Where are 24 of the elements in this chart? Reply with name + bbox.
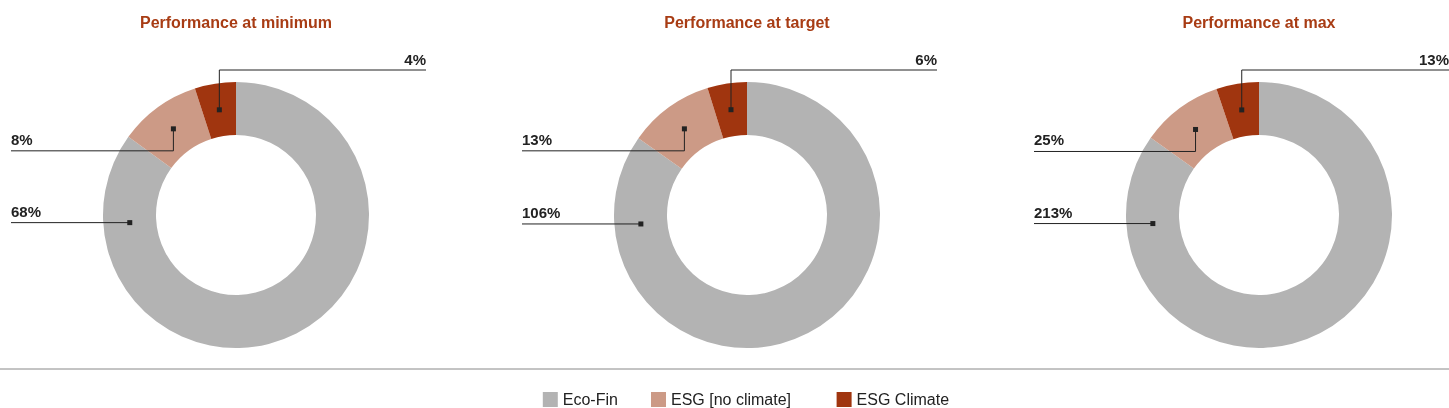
data-label: 106% — [522, 203, 561, 221]
donut-slice — [103, 82, 369, 348]
chart-title: Performance at minimum — [139, 14, 333, 31]
donut-slice — [1216, 82, 1259, 140]
legend-label: ESG [no climate] — [671, 391, 792, 408]
chart-title: Performance at max — [1182, 14, 1336, 31]
donut-slice — [194, 82, 236, 139]
data-label: 13% — [1418, 51, 1449, 68]
data-label: 4% — [404, 51, 426, 68]
data-label: 8% — [11, 130, 33, 148]
legend-label: Eco-Fin — [562, 391, 618, 408]
donut-slice — [638, 88, 724, 169]
data-label: 25% — [1034, 131, 1065, 149]
donut-slice — [1126, 82, 1392, 348]
donut-slice — [614, 82, 880, 348]
data-label: 6% — [915, 51, 937, 68]
data-label: 68% — [11, 202, 42, 220]
data-label: 13% — [522, 130, 553, 148]
donut-slice — [128, 88, 212, 168]
donut-slice — [707, 82, 747, 139]
chart-title: Performance at target — [664, 14, 831, 31]
legend-label: ESG Climate — [856, 391, 950, 408]
data-label: 213% — [1034, 203, 1073, 221]
donut-slice — [1150, 88, 1234, 169]
